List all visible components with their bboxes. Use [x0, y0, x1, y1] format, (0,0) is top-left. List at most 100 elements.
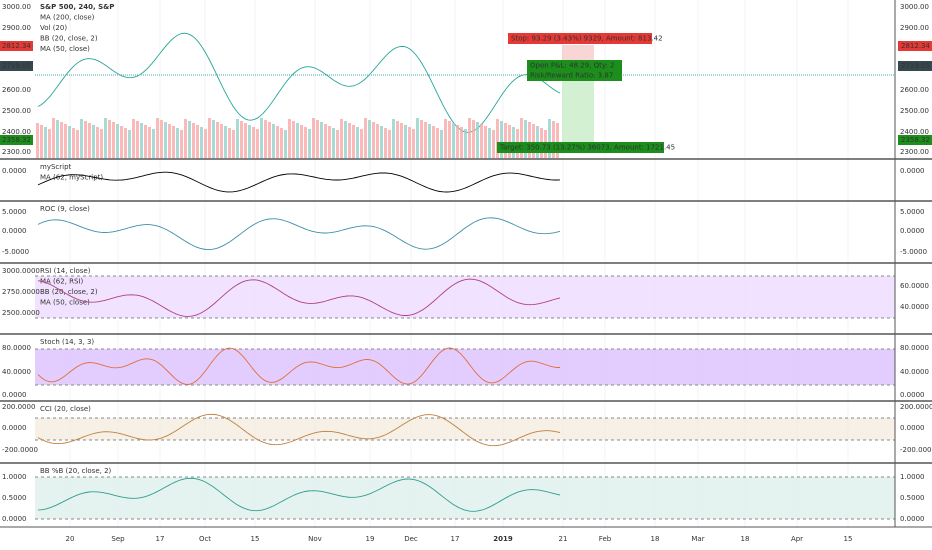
right-tick-label: -200.0000 — [900, 446, 932, 454]
volume-bar — [480, 124, 483, 158]
x-axis-label: 15 — [251, 535, 260, 543]
price-tag — [898, 61, 932, 71]
left-tick-label: 2900.00 — [2, 24, 31, 32]
price-tag — [898, 135, 932, 145]
left-tick-label: 0.0000 — [2, 515, 27, 523]
volume-bar — [192, 123, 195, 158]
band — [35, 349, 895, 385]
volume-bar — [484, 126, 487, 158]
volume-bar — [312, 118, 315, 158]
legend-entry: MA (50, close) — [40, 299, 90, 307]
left-tick-label: 80.0000 — [2, 344, 31, 352]
right-tick-label: 1.0000 — [900, 473, 925, 481]
volume-bar — [416, 118, 419, 158]
volume-bar — [388, 130, 391, 158]
volume-bar — [556, 123, 559, 158]
volume-bar — [280, 128, 283, 158]
volume-bar — [248, 125, 251, 158]
volume-bar — [356, 127, 359, 158]
x-axis-label: Dec — [404, 535, 418, 543]
legend-entry: Vol (20) — [40, 24, 67, 32]
volume-bar — [76, 130, 79, 158]
right-tick-label: 2300.00 — [900, 148, 929, 156]
volume-bar — [500, 121, 503, 158]
volume-bar — [72, 128, 75, 158]
volume-bar — [528, 122, 531, 158]
volume-bar — [456, 125, 459, 158]
right-tick-label: 60.0000 — [900, 282, 929, 290]
volume-bar — [236, 119, 239, 158]
legend-entry: S&P 500, 240, S&P — [40, 3, 114, 11]
volume-bar — [224, 126, 227, 158]
volume-bar — [240, 121, 243, 158]
right-tick-label: 2500.00 — [900, 107, 929, 115]
price-tag-label: 2719.05 — [901, 62, 930, 70]
volume-bar — [464, 129, 467, 158]
volume-bar — [88, 123, 91, 158]
volume-bar — [488, 128, 491, 158]
legend-entry: Stoch (14, 3, 3) — [40, 338, 94, 346]
legend-entry: MA (200, close) — [40, 14, 95, 22]
volume-bar — [328, 126, 331, 158]
volume-bar — [120, 126, 123, 158]
band — [35, 276, 895, 318]
left-tick-label: 0.0000 — [2, 167, 27, 175]
legend-entry: BB (20, close, 2) — [40, 35, 98, 43]
x-axis-label: 17 — [156, 535, 165, 543]
volume-bar — [132, 119, 135, 158]
volume-bar — [48, 129, 51, 158]
price-tag — [0, 135, 33, 145]
left-tick-label: 0.0000 — [2, 424, 27, 432]
x-axis-label: Oct — [199, 535, 211, 543]
left-tick-label: 0.0000 — [2, 391, 27, 399]
volume-bar — [180, 130, 183, 158]
volume-bar — [60, 122, 63, 158]
volume-bar — [332, 128, 335, 158]
right-tick-label: 2900.00 — [900, 24, 929, 32]
x-axis-label: 17 — [451, 535, 460, 543]
volume-bar — [552, 121, 555, 158]
volume-bar — [288, 119, 291, 158]
volume-bar — [124, 128, 127, 158]
volume-bar — [212, 120, 215, 158]
legend-entry: ROC (9, close) — [40, 205, 90, 213]
annotation-text: Open P&L: 48.29, Qty: 2 — [530, 62, 615, 70]
volume-bar — [308, 129, 311, 158]
left-tick-label: 3000.00 — [2, 3, 31, 11]
indicator-line — [37, 413, 561, 447]
volume-bar — [428, 124, 431, 158]
volume-bar — [152, 129, 155, 158]
annotation-box — [527, 60, 622, 71]
volume-bar — [348, 123, 351, 158]
volume-bar — [64, 124, 67, 158]
volume-bar — [396, 121, 399, 158]
right-tick-label: 3000.00 — [900, 3, 929, 11]
volume-bar — [476, 122, 479, 158]
volume-bar — [36, 123, 39, 158]
band — [35, 477, 895, 519]
volume-bar — [340, 119, 343, 158]
price-tag-label: 2812.34 — [901, 42, 930, 50]
indicator-line — [37, 347, 560, 385]
price-tag — [0, 61, 33, 71]
left-tick-label: 5.0000 — [2, 208, 27, 216]
annotation-text: Stop: 93.29 (3.43%) 9329, Amount: 813.42 — [511, 35, 663, 43]
volume-bar — [304, 127, 307, 158]
volume-bar — [492, 130, 495, 158]
volume-bar — [160, 120, 163, 158]
right-tick-label: 80.0000 — [900, 344, 929, 352]
right-tick-label: 200.0000 — [900, 403, 932, 411]
volume-bar — [420, 120, 423, 158]
volume-bar — [300, 125, 303, 158]
volume-bar — [128, 130, 131, 158]
volume-bar — [232, 130, 235, 158]
volume-bar — [112, 122, 115, 158]
volume-bar — [424, 122, 427, 158]
volume-bar — [496, 119, 499, 158]
left-tick-label: 1.0000 — [2, 473, 27, 481]
volume-bar — [84, 121, 87, 158]
volume-bar — [176, 128, 179, 158]
volume-bar — [448, 121, 451, 158]
volume-bar — [292, 121, 295, 158]
